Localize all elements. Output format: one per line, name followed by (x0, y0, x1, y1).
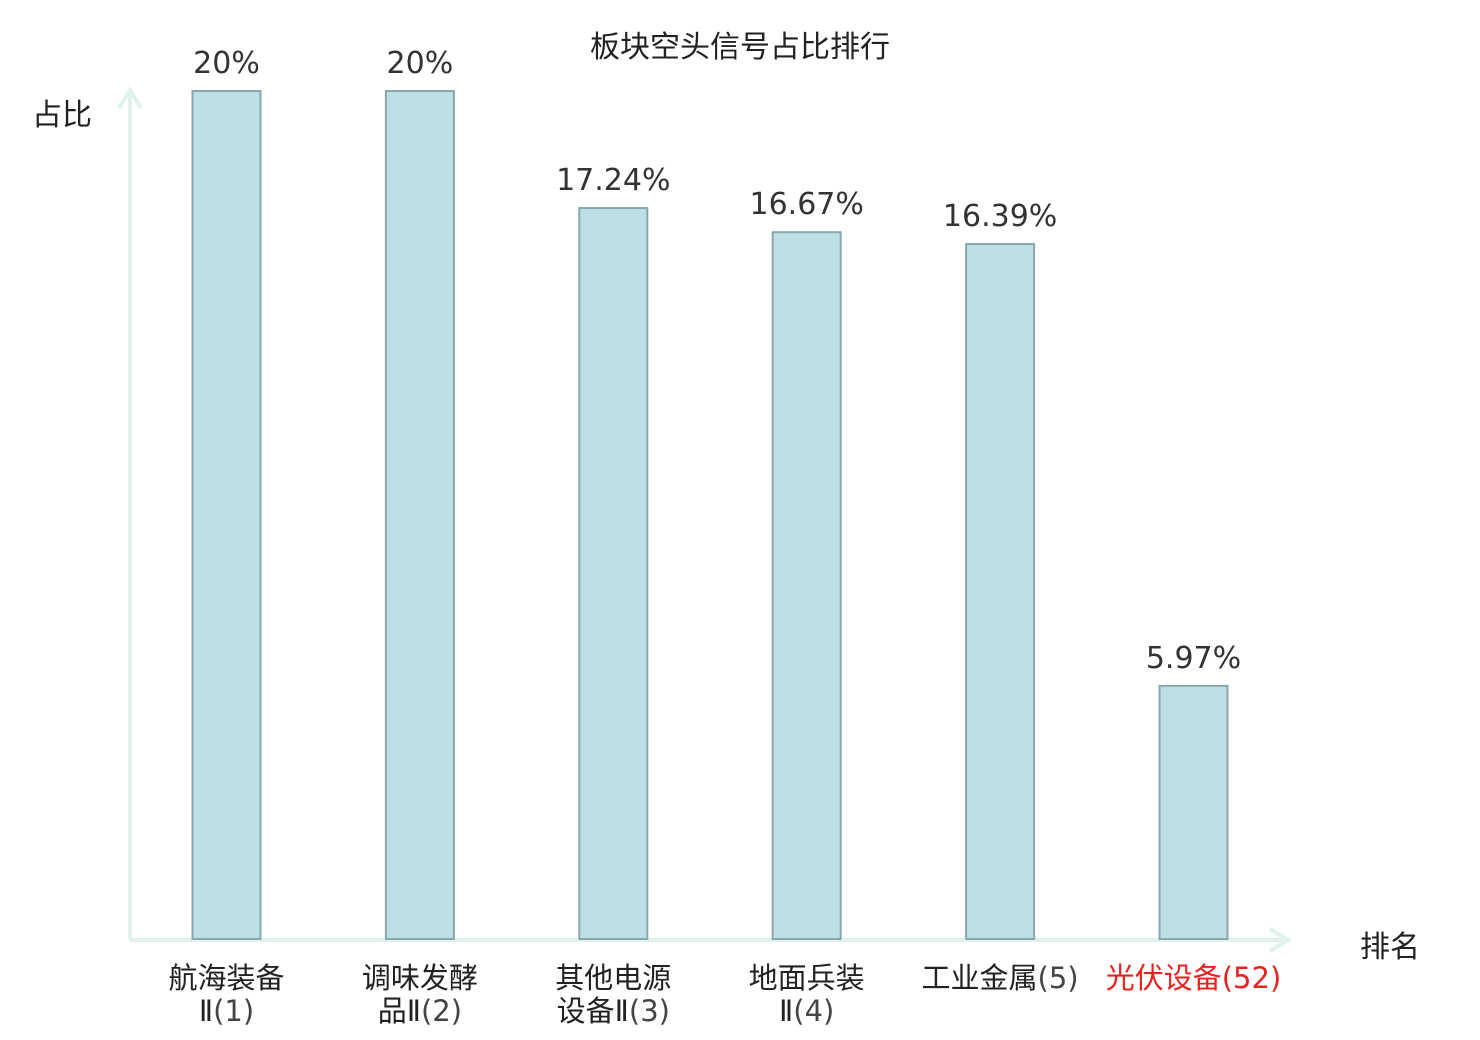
bar-value-label: 20% (387, 46, 454, 81)
x-tick-label: 工业金属(5) (921, 961, 1079, 995)
bar-value-label: 16.39% (943, 199, 1057, 234)
y-axis-label: 占比 (32, 98, 92, 133)
bar (1158, 684, 1229, 941)
x-tick-label: 其他电源 设备Ⅱ(3) (555, 961, 672, 1028)
bar-value-label: 17.24% (556, 163, 670, 198)
chart-bars (191, 90, 1229, 941)
chart-title: 板块空头信号占比排行 (590, 30, 890, 65)
bar (578, 207, 649, 941)
x-axis-arrow (1268, 927, 1292, 953)
x-tick-label: 调味发酵 品Ⅱ(2) (361, 961, 478, 1028)
bar (191, 90, 262, 940)
x-tick-label: 航海装备 Ⅱ(1) (168, 961, 285, 1028)
bar (384, 90, 455, 940)
x-tick-label: 光伏设备(52) (1105, 961, 1282, 995)
bar-value-label: 5.97% (1146, 641, 1241, 676)
bar-value-label: 16.67% (750, 187, 864, 222)
bar (965, 243, 1036, 940)
x-axis-label: 排名 (1360, 930, 1420, 965)
bar (771, 231, 842, 940)
x-tick-label: 地面兵装 Ⅱ(4) (748, 961, 865, 1028)
chart-axes (117, 86, 1292, 953)
bar-value-label: 20% (193, 46, 260, 81)
y-axis-arrow (117, 86, 143, 110)
chart-value-labels: 20% 20% 17.24% 16.67% 16.39% 5.97% (193, 46, 1241, 676)
